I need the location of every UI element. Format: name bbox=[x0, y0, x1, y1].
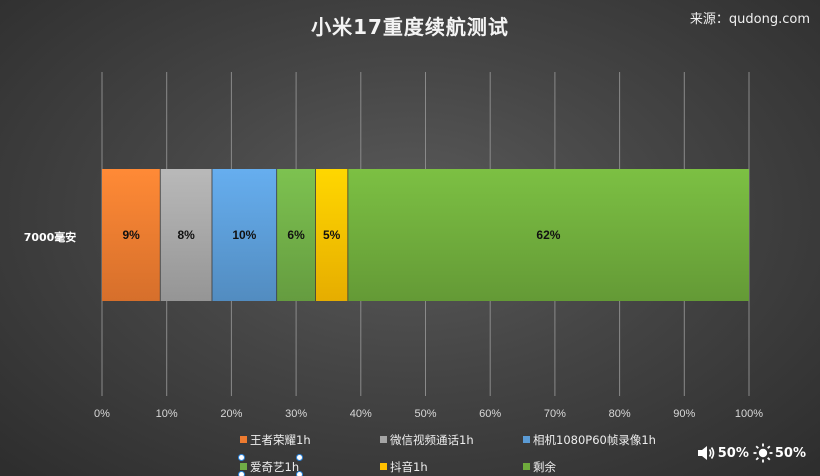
legend-swatch bbox=[240, 436, 247, 443]
legend-item[interactable]: 王者荣耀1h bbox=[240, 432, 311, 448]
x-tick-label: 40% bbox=[350, 408, 372, 420]
selection-handle[interactable] bbox=[296, 471, 303, 476]
x-tick-label: 100% bbox=[735, 408, 763, 420]
category-label: 7000毫安 bbox=[24, 230, 77, 244]
x-tick-label: 70% bbox=[544, 408, 566, 420]
x-tick-label: 10% bbox=[156, 408, 178, 420]
x-tick-label: 60% bbox=[479, 408, 501, 420]
selection-handle[interactable] bbox=[296, 454, 303, 461]
x-tick-label: 80% bbox=[609, 408, 631, 420]
bar-segment bbox=[276, 169, 316, 301]
bar-segment bbox=[347, 169, 749, 301]
x-tick-label: 90% bbox=[673, 408, 695, 420]
legend-item[interactable]: 剩余 bbox=[523, 459, 556, 475]
legend-swatch bbox=[380, 436, 387, 443]
legend-label: 剩余 bbox=[533, 460, 556, 474]
sun-icon bbox=[753, 443, 773, 463]
legend-label: 王者荣耀1h bbox=[250, 433, 311, 447]
brightness-value: 50% bbox=[774, 445, 806, 461]
legend-item[interactable]: 相机1080P60帧录像1h bbox=[523, 432, 656, 448]
status-indicators: 50% 50% bbox=[696, 443, 806, 463]
bar-segment bbox=[211, 169, 277, 301]
data-label: 8% bbox=[177, 228, 195, 242]
legend-label: 微信视频通话1h bbox=[390, 433, 474, 447]
data-label: 62% bbox=[536, 228, 560, 242]
x-tick-label: 30% bbox=[285, 408, 307, 420]
legend-label: 相机1080P60帧录像1h bbox=[533, 433, 656, 447]
data-label: 5% bbox=[323, 228, 341, 242]
selection-handle[interactable] bbox=[238, 454, 245, 461]
legend-swatch bbox=[380, 463, 387, 470]
legend-item[interactable]: 抖音1h bbox=[380, 459, 428, 475]
source-label: 来源：qudong.com bbox=[689, 12, 810, 27]
legend-swatch bbox=[523, 463, 530, 470]
speaker-icon bbox=[697, 446, 715, 460]
legend-label: 抖音1h bbox=[390, 460, 428, 474]
legend-item[interactable]: 爱奇艺1h bbox=[240, 459, 299, 475]
volume-value: 50% bbox=[717, 445, 749, 461]
bar-segment bbox=[102, 169, 161, 301]
legend-item[interactable]: 微信视频通话1h bbox=[380, 432, 474, 448]
data-label: 10% bbox=[232, 228, 256, 242]
x-tick-label: 0% bbox=[94, 408, 110, 420]
legend-swatch bbox=[523, 436, 530, 443]
bar-segment bbox=[160, 169, 212, 301]
selection-handle[interactable] bbox=[238, 471, 245, 476]
x-tick-label: 50% bbox=[414, 408, 436, 420]
x-tick-label: 20% bbox=[220, 408, 242, 420]
legend-swatch bbox=[240, 463, 247, 470]
bar-segment bbox=[315, 169, 348, 301]
chart-title: 小米17重度续航测试 bbox=[311, 15, 509, 39]
data-label: 6% bbox=[287, 228, 305, 242]
legend-label: 爱奇艺1h bbox=[250, 460, 300, 474]
data-label: 9% bbox=[122, 228, 140, 242]
